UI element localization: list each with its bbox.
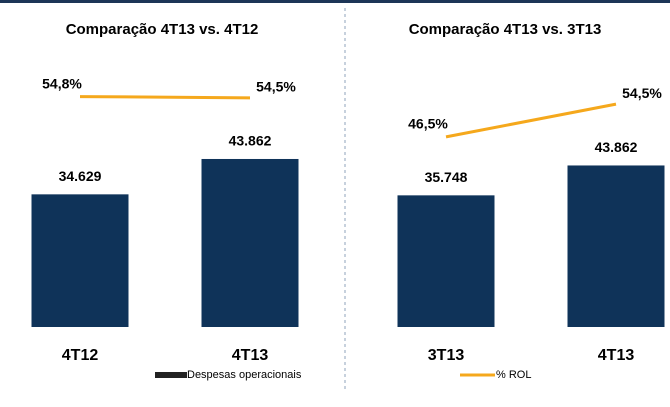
- legend-label: % ROL: [496, 369, 531, 381]
- line: [79, 95, 251, 100]
- bar-label: 34.629: [59, 168, 102, 184]
- bar: [567, 165, 665, 327]
- x-tick-label: 4T12: [62, 347, 99, 364]
- chart-title: Comparação 4T13 vs. 4T12: [66, 21, 259, 38]
- x-tick-label: 4T13: [598, 347, 635, 364]
- legend-swatch: [155, 372, 187, 378]
- line-label: 54,8%: [42, 75, 82, 91]
- bar-label: 43.862: [595, 139, 638, 155]
- bar-label: 35.748: [425, 169, 468, 185]
- bar: [201, 158, 299, 327]
- line: [445, 102, 617, 139]
- top-border: [0, 0, 670, 3]
- x-tick-label: 3T13: [428, 347, 465, 364]
- bar-label: 43.862: [229, 133, 272, 149]
- line-label: 54,5%: [622, 85, 662, 101]
- x-tick-label: 4T13: [232, 347, 269, 364]
- bar: [31, 194, 129, 327]
- chart-title: Comparação 4T13 vs. 3T13: [409, 21, 602, 38]
- legend-label: Despesas operacionais: [187, 369, 302, 381]
- line-label: 54,5%: [256, 79, 296, 95]
- bar: [397, 195, 495, 327]
- line-label: 46,5%: [408, 116, 448, 132]
